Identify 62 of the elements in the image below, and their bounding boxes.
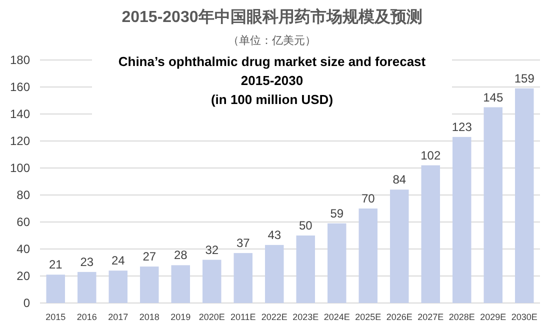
y-tick-label: 80 [16,188,30,202]
data-label: 84 [392,172,406,187]
y-tick-label: 20 [16,269,30,283]
x-tick-label: 2018 [139,312,160,322]
data-label: 37 [236,236,250,250]
data-label: 70 [361,192,376,206]
bar [140,266,159,303]
bar [265,244,284,303]
data-label: 59 [330,206,344,220]
bar [46,274,65,303]
x-tick-label: 2020E [198,312,225,322]
bar [328,223,346,303]
data-label: 32 [205,242,219,257]
y-tick-label: 40 [16,242,30,256]
x-tick-label: 2015 [46,312,66,322]
y-tick-label: 160 [10,80,30,94]
x-tick-label: 2024E [324,312,350,322]
bar [78,272,96,303]
bar [452,136,472,303]
bar [484,107,502,303]
annotation: (in 100 million USD) [210,92,334,107]
bar [202,260,222,303]
bar [296,236,315,303]
data-label: 24 [111,254,126,268]
x-tick-label: 2016 [76,312,97,322]
data-label: 43 [268,228,282,242]
x-tick-label: 2023E [292,312,319,322]
data-label: 21 [48,258,63,272]
data-label: 28 [174,248,188,262]
x-tick-label: 2025E [355,312,382,322]
chart-subtitle: （单位：亿美元） [228,34,316,47]
y-tick-label: 60 [16,215,30,229]
annotation: China’s ophthalmic drug market size and forecast 2015-2030 [118,54,426,88]
data-label: 123 [452,120,472,134]
y-tick-label: 100 [10,161,30,175]
x-tick-label: 2028E [448,312,475,322]
bar [171,265,190,303]
bar [108,270,128,303]
x-tick-label: 2027E [418,312,444,322]
y-tick-label: 180 [10,53,30,67]
bar [515,88,534,303]
x-tick-label: 2017 [108,312,128,322]
data-label: 159 [514,71,535,86]
data-label: 27 [142,250,156,264]
x-tick-label: 2011E [230,312,256,322]
bar [234,253,252,303]
y-tick-label: 140 [10,107,30,121]
x-tick-label: 2019 [170,312,191,322]
x-tick-label: 2029E [480,312,506,322]
bar [421,165,440,303]
chart-title: 2015-2030年中国眼科用药市场规模及预测 [122,8,422,26]
x-tick-label: 2030E [511,312,538,322]
y-tick-label: 0 [23,296,30,310]
x-tick-label: 2026E [386,312,412,322]
data-label: 23 [80,254,94,269]
bar [358,208,378,303]
bar [390,190,409,303]
y-tick-label: 120 [10,134,30,148]
data-label: 145 [483,90,504,104]
x-tick-label: 2022E [261,312,288,322]
data-label: 102 [420,148,441,162]
data-label: 50 [298,218,313,232]
